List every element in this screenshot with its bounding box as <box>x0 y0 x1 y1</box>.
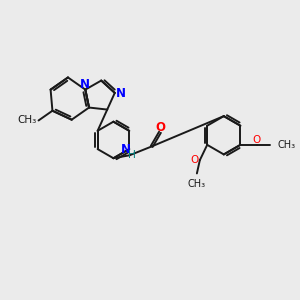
Text: O: O <box>252 134 261 145</box>
Text: CH₃: CH₃ <box>188 179 206 189</box>
Text: N: N <box>80 78 89 91</box>
Text: H: H <box>128 150 136 160</box>
Text: O: O <box>156 122 166 134</box>
Text: N: N <box>116 87 126 100</box>
Text: CH₃: CH₃ <box>18 116 37 125</box>
Text: CH₃: CH₃ <box>277 140 295 150</box>
Text: N: N <box>121 143 131 157</box>
Text: O: O <box>190 155 199 165</box>
